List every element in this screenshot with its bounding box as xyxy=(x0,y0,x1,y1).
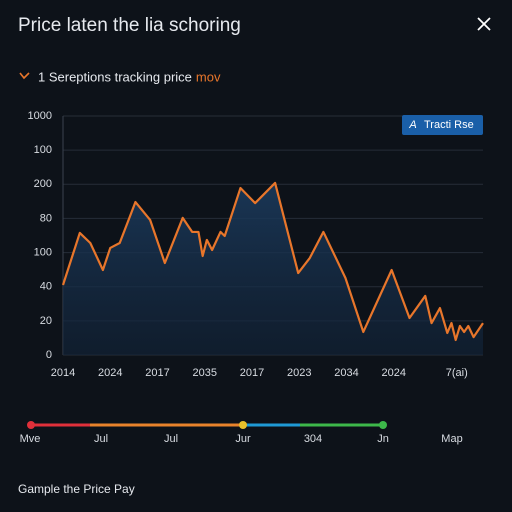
title: Price laten the lia schoring xyxy=(18,15,241,36)
y-tick-label: 1000 xyxy=(28,110,52,122)
x-tick-label: 7(ai) xyxy=(446,367,468,379)
footer-text: Gample the Price Pay xyxy=(18,482,135,496)
close-button[interactable] xyxy=(477,17,491,31)
x-tick-label: 2034 xyxy=(334,367,358,379)
y-tick-label: 20 xyxy=(40,315,52,327)
x-tick-label: 2017 xyxy=(145,367,169,379)
line xyxy=(61,181,484,342)
y-tick-label: 200 xyxy=(34,178,52,190)
legend-icon: A xyxy=(408,119,416,131)
legend-box[interactable] xyxy=(402,115,483,135)
timeline-track[interactable] xyxy=(27,421,387,429)
y-tick-label: 0 xyxy=(46,349,52,361)
timeline-label: Map xyxy=(441,433,462,445)
timeline-label: Jur xyxy=(235,433,251,445)
area xyxy=(63,182,483,355)
y-tick-label: 80 xyxy=(40,212,52,224)
x-tick-label: 2017 xyxy=(240,367,264,379)
timeline-label: Jn xyxy=(377,433,389,445)
x-tick-label: 2024 xyxy=(98,367,122,379)
subtitle: 1 Sereptions tracking price xyxy=(38,69,192,84)
x-tick-label: 2024 xyxy=(382,367,406,379)
y-tick-label: 40 xyxy=(40,281,52,293)
x-tick-label: 2035 xyxy=(193,367,217,379)
timeline-label: Jul xyxy=(164,433,178,445)
x-tick-label: 2023 xyxy=(287,367,311,379)
timeline-label: 304 xyxy=(304,433,322,445)
checkbox-check[interactable] xyxy=(19,72,30,80)
y-tick-label: 100 xyxy=(34,144,52,156)
legend-label: Tracti Rse xyxy=(424,119,474,131)
timeline-label: Mve xyxy=(20,433,41,445)
subtitle-highlight: mov xyxy=(196,69,221,84)
y-tick-label: 100 xyxy=(34,246,52,258)
x-tick-label: 2014 xyxy=(51,367,75,379)
timeline-label: Jul xyxy=(94,433,108,445)
